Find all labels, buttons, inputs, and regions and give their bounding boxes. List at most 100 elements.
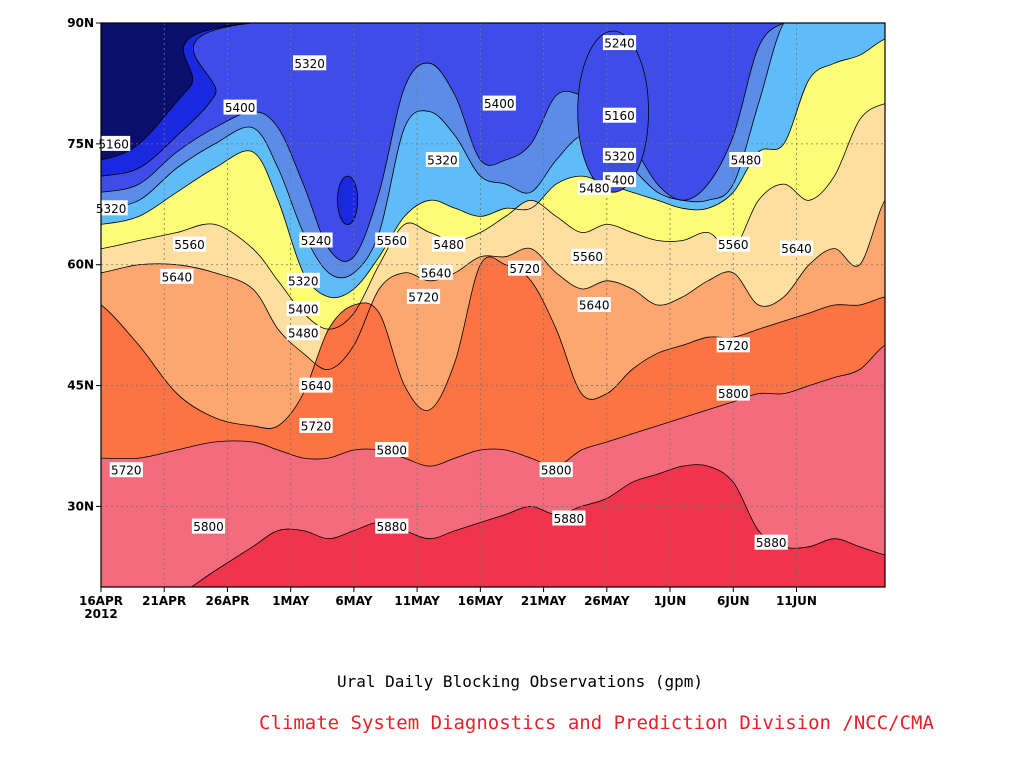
contour-label-5880: 5880 [377, 520, 408, 534]
x-tick-label-26APR: 26APR [205, 594, 249, 608]
contour-label-bg [716, 385, 750, 401]
contour-label-5560: 5560 [718, 238, 749, 252]
axes: 16APR 21APR 26APR 1MAY 6MAY 11MAY 16MAY 21MAY 26… [67, 16, 817, 621]
contour-label-5720: 5720 [718, 339, 749, 353]
contour-label-bg [109, 462, 143, 478]
contour-label-5560: 5560 [377, 234, 408, 248]
contour-label-bg [552, 510, 586, 526]
contour-label-5400: 5400 [225, 101, 256, 115]
contour-label-bg [425, 152, 459, 167]
contour-label-bg [432, 236, 466, 252]
contour-label-bg [571, 248, 605, 264]
contour-label-5640: 5640 [579, 299, 610, 313]
contour-label-bg [779, 240, 814, 256]
contour-label-bg [577, 297, 611, 312]
contour-label-bg [602, 172, 637, 188]
contour-label-5560: 5560 [573, 250, 604, 264]
contour-label-bg [172, 236, 207, 252]
contour-label-bg [160, 268, 194, 284]
x-tick-label-11MAY: 11MAY [394, 594, 440, 608]
x-year-label: 2012 [84, 607, 117, 621]
figure-caption: Ural Daily Blocking Observations (gpm) [336, 672, 704, 691]
contour-label-bg [602, 107, 637, 123]
contour-label-5480: 5480 [579, 182, 610, 196]
contour-line-5560 [101, 103, 885, 330]
contour-label-5720: 5720 [408, 290, 439, 304]
plot-frame [100, 22, 886, 588]
contour-label-bg [539, 462, 573, 478]
contour-label-5320: 5320 [96, 202, 127, 216]
contour-label-5240: 5240 [301, 234, 332, 248]
contour-label-5480: 5480 [731, 154, 762, 168]
contour-label-5640: 5640 [301, 379, 332, 393]
contour-label-bg [299, 232, 333, 248]
contour-label-5720: 5720 [509, 262, 540, 276]
contour-label-bg [286, 325, 320, 341]
contour-line-5640 [101, 199, 885, 370]
x-tick-label-6MAY: 6MAY [335, 594, 372, 608]
y-tick-label-30N: 30N [67, 499, 94, 513]
y-tick-label-90N: 90N [67, 16, 94, 30]
band-gt5880 [191, 464, 885, 587]
x-tick-label-16MAY: 16MAY [458, 594, 504, 608]
contour-label-bg [293, 55, 327, 71]
x-tick-label-26MAY: 26MAY [584, 594, 630, 608]
x-tick-label-6JUN: 6JUN [717, 594, 750, 608]
contour-label-5160: 5160 [604, 109, 635, 123]
contour-label-bg [299, 377, 333, 393]
contour-label-bg [223, 99, 257, 115]
contour-label-bg [754, 534, 788, 550]
x-tick-label-21APR: 21APR [142, 594, 186, 608]
contour-label-bg [577, 180, 611, 196]
contour-label-5720: 5720 [301, 419, 332, 433]
contour-label-5640: 5640 [781, 242, 812, 256]
contour-label-bg [375, 518, 409, 534]
contour-label-bg [508, 260, 542, 276]
contour-label-5320: 5320 [294, 57, 325, 71]
contour-line-5800 [101, 344, 885, 467]
contour-label-5240: 5240 [604, 37, 635, 51]
contour-label-5320: 5320 [288, 274, 319, 288]
contour-label-5320: 5320 [427, 154, 458, 168]
contour-line-5400 [101, 23, 885, 279]
contour-label-bg [602, 35, 637, 51]
contour-label-bg [729, 152, 763, 167]
contour-label-5400: 5400 [484, 97, 515, 111]
contour-label-bg [419, 264, 453, 280]
contour-label-5880: 5880 [554, 512, 585, 526]
x-tick-label-1MAY: 1MAY [272, 594, 309, 608]
contour-label-bg [94, 200, 128, 216]
contour-label-bg [716, 337, 750, 353]
contour-label-bg [716, 236, 750, 252]
contour-label-bg [191, 518, 226, 534]
contour-line-5480 [101, 38, 885, 299]
grid-lines [101, 23, 885, 587]
contour-label-bg [602, 147, 637, 163]
contour-label-5640: 5640 [421, 266, 452, 280]
contour-label-5800: 5800 [193, 520, 224, 534]
contour-label-5880: 5880 [756, 536, 787, 550]
y-tick-label-45N: 45N [67, 379, 94, 393]
contour-label-5320: 5320 [604, 149, 635, 163]
contour-label-5560: 5560 [174, 238, 205, 252]
contour-label-5480: 5480 [433, 238, 464, 252]
x-tick-label-1JUN: 1JUN [654, 594, 687, 608]
credit-line: Climate System Diagnostics and Predictio… [259, 712, 934, 734]
contour-label-bg [286, 272, 320, 288]
contour-label-5800: 5800 [718, 387, 749, 401]
y-tick-label-75N: 75N [67, 137, 94, 151]
x-tick-label-21MAY: 21MAY [521, 594, 567, 608]
contour-label-bg [482, 95, 516, 111]
contour-label-5800: 5800 [541, 464, 572, 478]
contour-label-bg [299, 417, 333, 433]
contour-line-5320 [101, 23, 885, 262]
contour-label-5400: 5400 [604, 174, 635, 188]
contour-labels: 5160532054005320556056405240532054005480… [94, 35, 814, 550]
x-tick-label-11JUN: 11JUN [776, 594, 817, 608]
contour-label-5480: 5480 [288, 327, 319, 341]
contour-label-bg [406, 288, 441, 304]
contour-label-5800: 5800 [377, 444, 408, 458]
x-tick-label-16APR: 16APR [79, 594, 123, 608]
contour-label-5160: 5160 [98, 137, 129, 151]
